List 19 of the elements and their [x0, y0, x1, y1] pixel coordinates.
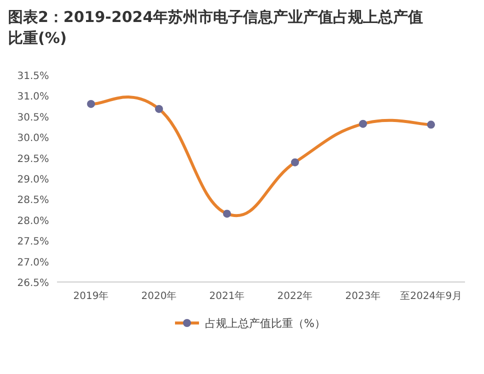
- y-tick-label: 29.0%: [17, 174, 49, 186]
- y-tick-label: 30.0%: [17, 133, 49, 144]
- y-tick-label: 31.5%: [17, 71, 49, 82]
- x-tick-label: 2022年: [277, 290, 313, 302]
- legend-label: 占规上总产值比重（%）: [205, 317, 326, 330]
- x-tick-label: 至2024年9月: [400, 290, 462, 302]
- y-tick-label: 29.5%: [17, 154, 49, 165]
- x-tick-label: 2019年: [73, 290, 109, 302]
- y-tick-label: 27.5%: [17, 236, 49, 248]
- y-tick-label: 27.0%: [17, 257, 49, 268]
- x-tick-label: 2020年: [141, 290, 177, 302]
- x-tick-label: 2023年: [345, 290, 381, 302]
- y-tick-label: 26.5%: [17, 278, 49, 289]
- x-tick-label: 2021年: [209, 290, 245, 302]
- y-tick-label: 31.0%: [17, 92, 49, 103]
- y-tick-label: 28.0%: [17, 216, 49, 227]
- chart-title: 图表2：2019-2024年苏州市电子信息产业产值占规上总产值比重(%): [8, 8, 424, 47]
- y-tick-label: 30.5%: [17, 112, 49, 124]
- y-tick-label: 28.5%: [17, 195, 49, 206]
